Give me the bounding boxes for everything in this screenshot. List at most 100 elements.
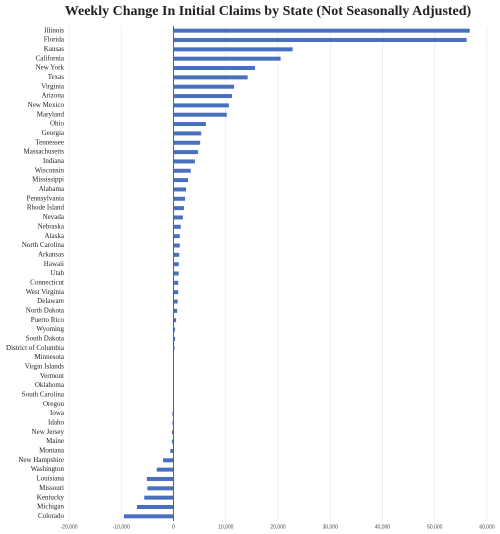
bar	[173, 290, 179, 295]
y-tick-label: North Dakota	[26, 306, 65, 314]
y-tick-label: Texas	[48, 73, 65, 81]
x-tick-label: 60,000	[479, 524, 495, 530]
bar	[173, 131, 202, 136]
y-tick-label: Utah	[50, 269, 64, 277]
y-tick-label: Connecticut	[30, 278, 64, 286]
y-tick-label: Vermont	[40, 372, 64, 380]
y-tick-label: New Hampshire	[18, 456, 64, 464]
bar	[173, 75, 248, 80]
bar	[173, 28, 470, 33]
y-tick-label: Alabama	[39, 185, 65, 193]
bar	[147, 486, 174, 491]
y-tick-label: Idaho	[48, 419, 64, 427]
y-tick-label: Minnesota	[34, 353, 64, 361]
y-tick-label: Alaska	[45, 232, 65, 240]
bar	[171, 439, 174, 444]
bar	[173, 243, 180, 248]
x-tick-label: 40,000	[375, 524, 391, 530]
bar	[173, 234, 180, 239]
bar	[173, 66, 256, 71]
bar	[123, 514, 174, 519]
y-tick-label: Oklahoma	[35, 381, 65, 389]
bar	[173, 327, 176, 332]
bar	[173, 94, 233, 99]
y-tick-label: New Mexico	[28, 101, 65, 109]
x-tick-label: -20,000	[61, 524, 78, 530]
bar	[173, 271, 179, 276]
y-tick-label: North Carolina	[22, 241, 65, 249]
y-tick-label: Oregon	[43, 400, 64, 408]
bar	[170, 448, 174, 453]
y-tick-label: Louisiana	[36, 475, 64, 483]
bar	[173, 206, 184, 211]
bar	[163, 458, 174, 463]
x-tick-label: 20,000	[270, 524, 286, 530]
bar	[173, 187, 187, 192]
bar	[173, 140, 201, 145]
y-tick-label: West Virginia	[26, 288, 65, 296]
bar	[173, 112, 227, 117]
bar	[173, 38, 467, 43]
bar	[173, 178, 189, 183]
y-tick-label: Wyoming	[36, 325, 64, 333]
y-tick-label: Virgin Islands	[25, 363, 65, 371]
bar	[173, 346, 175, 351]
bar	[173, 122, 206, 127]
bar	[173, 336, 176, 341]
bar	[173, 252, 180, 257]
bar	[173, 318, 177, 323]
x-tick-label: -10,000	[113, 524, 130, 530]
y-tick-label: Hawaii	[44, 260, 64, 268]
bar	[173, 159, 195, 164]
y-tick-label: Virginia	[41, 82, 65, 90]
bar	[173, 280, 179, 285]
y-tick-label: Indiana	[43, 157, 65, 165]
bar	[173, 262, 179, 267]
y-tick-label: Ohio	[50, 120, 65, 128]
y-tick-label: Kansas	[44, 45, 64, 53]
y-tick-label: Nebraska	[38, 222, 65, 230]
bar	[173, 215, 183, 220]
y-tick-label: New Jersey	[32, 428, 65, 436]
bar	[136, 504, 174, 509]
y-tick-label: District of Columbia	[6, 344, 65, 352]
x-tick-label: 30,000	[323, 524, 339, 530]
bar	[173, 84, 235, 89]
bar	[173, 47, 293, 52]
y-tick-label: Delaware	[37, 297, 64, 305]
bar	[173, 224, 181, 229]
y-tick-label: Rhode Island	[27, 204, 65, 212]
y-tick-label: Arizona	[41, 92, 64, 100]
bar	[173, 56, 281, 61]
bar	[146, 476, 174, 481]
y-tick-label: Arkansas	[38, 250, 64, 258]
y-tick-label: Iowa	[50, 409, 65, 417]
y-tick-label: Colorado	[38, 512, 65, 520]
y-tick-label: Illinois	[44, 26, 64, 34]
y-tick-label: Puerto Rico	[31, 316, 65, 324]
y-tick-label: Tennessee	[35, 138, 64, 146]
chart-title: Weekly Change In Initial Claims by State…	[65, 4, 472, 19]
bar	[173, 168, 191, 173]
bar	[172, 420, 174, 425]
bar	[173, 103, 229, 108]
bar	[173, 308, 178, 313]
y-tick-label: Mississippi	[32, 176, 64, 184]
y-tick-label: Nevada	[43, 213, 65, 221]
y-tick-label: Kentucky	[37, 493, 65, 501]
bar	[173, 299, 178, 304]
bar	[173, 150, 199, 155]
y-tick-label: Maryland	[37, 110, 65, 118]
y-tick-label: Florida	[44, 36, 65, 44]
x-tick-label: 10,000	[218, 524, 234, 530]
bar	[173, 196, 185, 201]
bar	[172, 411, 174, 416]
y-tick-label: Maine	[46, 437, 64, 445]
bar	[171, 430, 174, 435]
y-tick-label: Montana	[39, 447, 65, 455]
x-tick-label: 50,000	[427, 524, 443, 530]
y-tick-label: Georgia	[42, 129, 65, 137]
y-tick-label: Missouri	[39, 484, 64, 492]
